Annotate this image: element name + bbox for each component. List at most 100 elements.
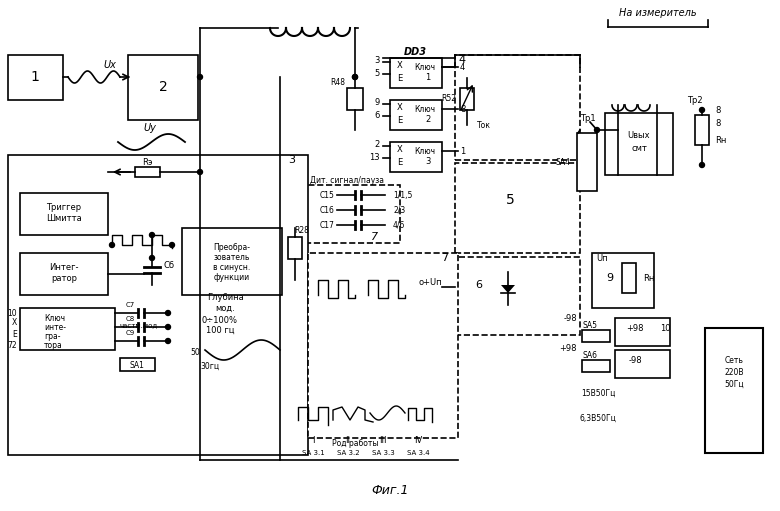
Text: C8: C8 [126, 316, 135, 322]
Text: Интег-: Интег- [49, 263, 79, 271]
Text: Фиг.1: Фиг.1 [371, 483, 409, 497]
Bar [455, 257, 580, 335]
Text: 4: 4 [460, 62, 465, 72]
Text: SA4: SA4 [555, 157, 570, 167]
Text: -98: -98 [628, 356, 642, 364]
Text: SA1: SA1 [129, 360, 144, 369]
Bar [20, 308, 115, 350]
Text: C17: C17 [320, 221, 335, 229]
Text: 7: 7 [371, 232, 378, 242]
Text: E: E [12, 330, 17, 338]
Text: X: X [397, 103, 403, 111]
Bar [8, 55, 63, 100]
Bar [460, 88, 474, 110]
Text: IV: IV [414, 435, 422, 445]
Circle shape [165, 324, 171, 330]
Text: 5: 5 [374, 68, 380, 78]
Bar [347, 88, 363, 110]
Text: 3: 3 [425, 156, 431, 166]
Circle shape [109, 243, 115, 247]
Text: SA 3.3: SA 3.3 [371, 450, 395, 456]
Bar [390, 142, 442, 172]
Text: X: X [12, 317, 17, 327]
Text: Ux: Ux [104, 60, 116, 70]
Polygon shape [501, 285, 515, 293]
Text: 2/3: 2/3 [393, 205, 406, 215]
Text: Ключ: Ключ [414, 62, 435, 72]
Bar [582, 360, 610, 372]
Bar [622, 263, 636, 293]
Bar [305, 185, 400, 243]
Text: 10: 10 [660, 323, 671, 333]
Text: ратор: ратор [51, 273, 77, 283]
Circle shape [143, 75, 147, 80]
Text: SA 3.4: SA 3.4 [406, 450, 429, 456]
Text: частм.мод: частм.мод [120, 322, 158, 328]
Bar [20, 253, 108, 295]
Text: 2: 2 [158, 80, 168, 94]
Text: 8: 8 [715, 119, 721, 128]
Bar [288, 237, 302, 259]
Text: o+Uп: o+Uп [418, 277, 441, 287]
Text: Шмитта: Шмитта [46, 214, 82, 222]
Bar [308, 253, 458, 438]
Text: Rн: Rн [715, 135, 726, 145]
Text: E: E [397, 74, 402, 82]
Text: 0÷100%: 0÷100% [202, 315, 238, 324]
Text: 8: 8 [460, 105, 466, 113]
Text: 3: 3 [374, 56, 380, 64]
Text: 72: 72 [7, 340, 17, 350]
Text: 9: 9 [606, 273, 614, 283]
Text: II: II [346, 435, 350, 445]
Bar [705, 328, 763, 453]
Text: 50: 50 [190, 347, 200, 357]
Text: 4: 4 [458, 55, 465, 65]
Text: I: I [312, 435, 314, 445]
Text: Uy: Uy [144, 123, 157, 133]
Text: Ключ: Ключ [414, 147, 435, 155]
Circle shape [594, 128, 600, 132]
Text: Тр1: Тр1 [580, 113, 596, 123]
Text: 8: 8 [715, 105, 721, 114]
Text: C15: C15 [320, 191, 335, 199]
Text: Ключ: Ключ [44, 314, 65, 322]
Text: 4/6: 4/6 [393, 221, 406, 229]
Text: Rэ: Rэ [142, 157, 152, 167]
Text: X: X [397, 60, 403, 69]
Text: 15В50Гц: 15В50Гц [581, 388, 615, 398]
Circle shape [150, 256, 154, 261]
Text: 30гц: 30гц [200, 361, 219, 370]
Text: 50Гц: 50Гц [724, 380, 744, 388]
Text: 6,3В50Гц: 6,3В50Гц [580, 413, 616, 423]
Bar [8, 155, 308, 455]
Text: мод.: мод. [215, 304, 235, 313]
Text: 1: 1 [425, 73, 431, 81]
Bar [455, 55, 580, 160]
Bar [120, 358, 155, 371]
Bar [20, 193, 108, 235]
Circle shape [700, 162, 704, 168]
Text: R48: R48 [330, 78, 345, 86]
Text: 9: 9 [374, 98, 380, 106]
Circle shape [700, 107, 704, 112]
Bar [582, 330, 610, 342]
Bar [695, 115, 709, 145]
Text: R28: R28 [294, 225, 309, 235]
Text: 2: 2 [374, 140, 380, 149]
Text: Ключ: Ключ [414, 105, 435, 113]
Text: Rн: Rн [643, 273, 654, 283]
Text: -98: -98 [563, 314, 577, 322]
Text: 6: 6 [475, 280, 482, 290]
Text: 7: 7 [441, 253, 448, 263]
Text: Сб: Сб [163, 261, 174, 269]
Text: 100 гц: 100 гц [206, 326, 234, 335]
Text: 1: 1 [30, 70, 40, 84]
Text: Uвых: Uвых [628, 130, 651, 140]
Bar [615, 350, 670, 378]
Text: C9: C9 [126, 330, 135, 336]
Text: 5: 5 [505, 193, 514, 207]
Bar [135, 167, 160, 177]
Text: 6: 6 [374, 110, 380, 120]
Circle shape [353, 75, 357, 80]
Bar [182, 228, 282, 295]
